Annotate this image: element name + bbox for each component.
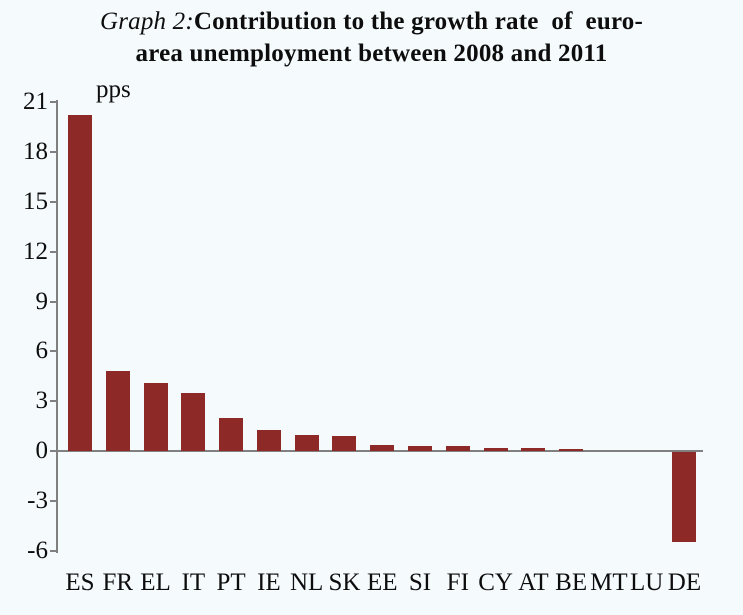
x-category-label-sk: SK xyxy=(328,569,361,596)
y-tick-label: 3 xyxy=(35,387,49,415)
y-tick-label: 21 xyxy=(23,88,48,115)
y-tick-label: 9 xyxy=(35,287,49,315)
y-tick-mark xyxy=(50,400,58,403)
x-category-label-pt: PT xyxy=(216,569,246,596)
x-category-label-be: BE xyxy=(555,569,588,596)
chart-title-prefix: Graph 2: xyxy=(99,8,194,35)
chart-title-line1-text: Contribution to the growth rate of euro- xyxy=(193,8,644,35)
x-category-label-nl: NL xyxy=(290,569,324,596)
bar-de xyxy=(672,452,697,543)
y-tick-label: -6 xyxy=(27,537,48,564)
chart-title-line2-text: area unemployment between 2008 and 2011 xyxy=(135,40,608,67)
y-tick-label: 12 xyxy=(23,237,48,265)
bar-sk xyxy=(332,436,357,452)
chart-title-line1: Graph 2:Contribution to the growth rate … xyxy=(0,8,743,36)
y-tick-mark xyxy=(50,150,58,153)
y-tick-mark xyxy=(50,550,58,552)
y-tick-label: 6 xyxy=(35,337,49,365)
bar-cy xyxy=(483,447,508,452)
x-axis-zero-line xyxy=(58,450,703,453)
x-category-label-es: ES xyxy=(65,569,95,596)
bar-fi xyxy=(445,446,470,452)
bar-ie xyxy=(256,429,281,452)
y-tick-mark xyxy=(50,450,58,453)
x-category-label-mt: MT xyxy=(590,569,628,596)
y-tick-mark xyxy=(50,250,58,253)
x-category-label-at: AT xyxy=(518,569,549,596)
bar-el xyxy=(143,383,168,452)
x-category-label-ee: EE xyxy=(366,569,398,596)
x-category-label-fi: FI xyxy=(446,569,469,596)
y-tick-label: 18 xyxy=(23,137,48,165)
bar-si xyxy=(408,446,433,452)
bar-fr xyxy=(105,371,130,452)
y-tick-mark xyxy=(50,500,58,503)
y-tick-label: 0 xyxy=(35,437,49,465)
chart-title-line2: area unemployment between 2008 and 2011 xyxy=(0,40,743,68)
x-category-label-cy: CY xyxy=(478,569,513,596)
bar-ee xyxy=(370,444,395,452)
bar-it xyxy=(181,393,206,452)
y-tick-mark xyxy=(50,350,58,353)
x-category-label-lu: LU xyxy=(630,569,664,596)
x-category-label-ie: IE xyxy=(257,569,281,596)
x-category-label-it: IT xyxy=(181,569,206,596)
x-category-label-de: DE xyxy=(667,569,702,596)
y-tick-label: -3 xyxy=(27,487,48,515)
bar-nl xyxy=(294,434,319,452)
x-category-label-el: EL xyxy=(140,569,171,596)
y-tick-mark xyxy=(50,200,58,203)
y-tick-mark xyxy=(50,300,58,303)
x-category-label-fr: FR xyxy=(102,569,134,596)
bar-pt xyxy=(219,417,244,452)
x-category-label-si: SI xyxy=(408,569,432,596)
bar-at xyxy=(521,447,546,452)
y-axis-unit-label: pps xyxy=(96,76,131,103)
y-tick-mark xyxy=(50,101,58,103)
bar-be xyxy=(559,448,584,452)
bar-es xyxy=(68,115,92,452)
y-tick-label: 15 xyxy=(23,187,48,215)
y-axis-line xyxy=(56,100,58,553)
